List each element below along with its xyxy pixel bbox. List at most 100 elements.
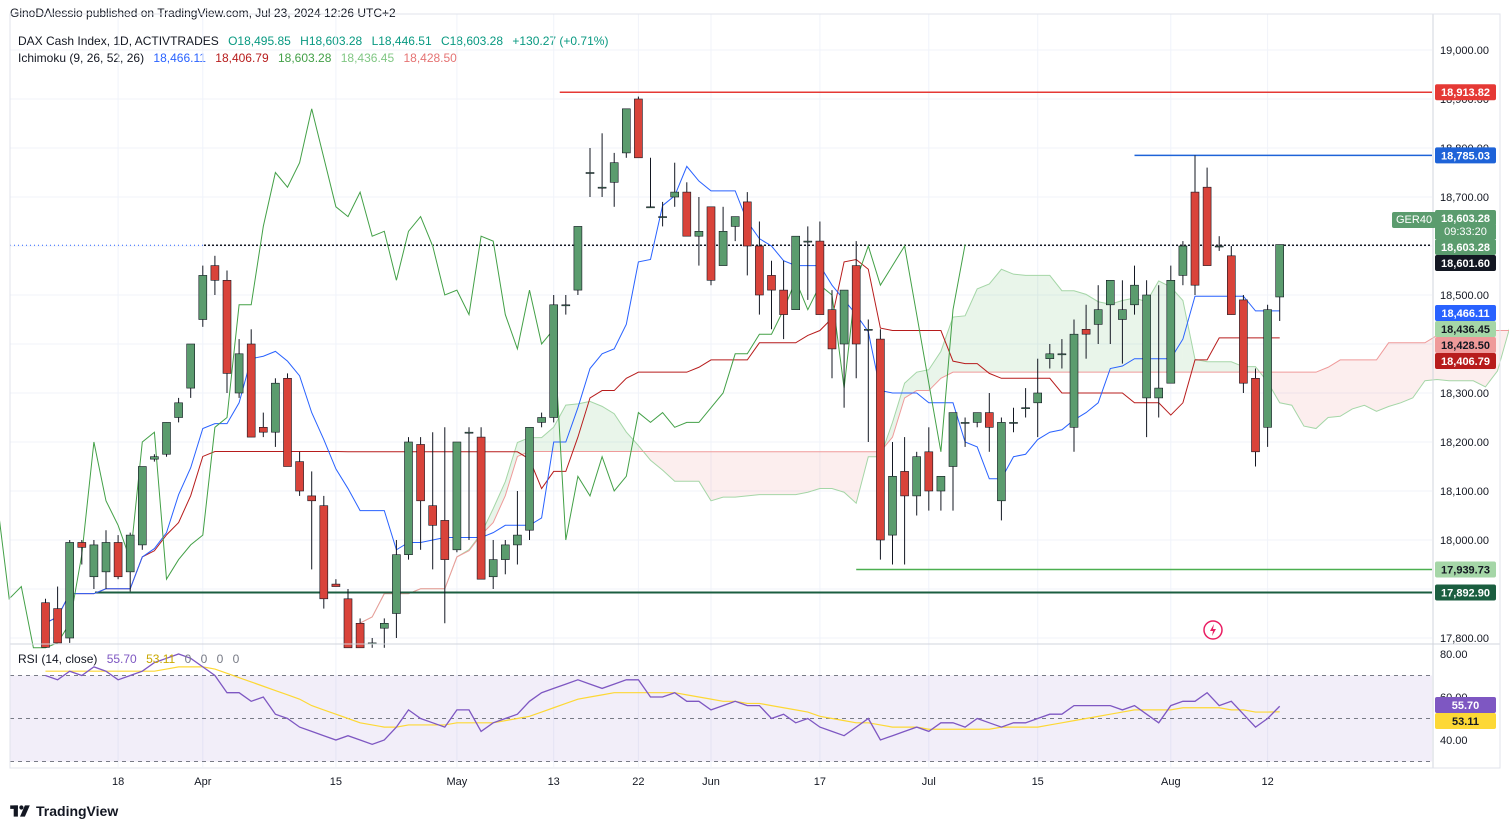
- candle: [125, 532, 135, 592]
- candle-body: [295, 461, 304, 492]
- candle-body: [186, 343, 195, 389]
- candle: [1118, 280, 1127, 364]
- candle: [343, 589, 353, 649]
- candle-body: [779, 289, 788, 315]
- candle-body: [755, 245, 764, 296]
- candle-body: [343, 598, 353, 649]
- candle-body: [1130, 284, 1139, 306]
- candle-body: [815, 240, 825, 315]
- candle: [755, 221, 764, 315]
- rsi-ma-value: 53.11: [146, 652, 176, 666]
- cloud-segment: [1279, 372, 1292, 406]
- candle-body: [888, 475, 897, 536]
- y-tick-label: 18,000.00: [1440, 535, 1489, 547]
- cloud-segment: [1352, 359, 1365, 409]
- candle-body: [525, 426, 534, 531]
- candle-body: [258, 426, 268, 433]
- candle: [138, 466, 147, 550]
- candle: [549, 295, 559, 423]
- rsi-line: [45, 653, 1281, 745]
- candle-body: [440, 520, 450, 560]
- rsi-extra-1: 0: [200, 652, 208, 666]
- tradingview-logo[interactable]: TradingView: [10, 803, 118, 819]
- candle-body: [1093, 309, 1103, 325]
- cloud-segment: [1303, 372, 1316, 429]
- candle: [392, 540, 401, 638]
- candle: [198, 265, 208, 327]
- candle-body: [839, 289, 849, 345]
- candle-body: [634, 98, 643, 159]
- cloud-segment: [1001, 269, 1014, 373]
- candle: [77, 540, 87, 565]
- cloud-segment: [662, 451, 675, 482]
- candle: [960, 417, 970, 447]
- level-label-support-strong-bg: [1435, 584, 1496, 601]
- level-label-support-text: 17,939.73: [1441, 565, 1490, 577]
- y-tick-label: 18,200.00: [1440, 437, 1489, 449]
- cloud-segment: [916, 369, 929, 391]
- candle: [319, 495, 329, 609]
- cloud-segment: [1219, 361, 1232, 373]
- candle-body: [1142, 294, 1151, 399]
- candle: [65, 540, 74, 643]
- candle: [416, 437, 425, 550]
- cloud-segment: [577, 401, 590, 452]
- candle: [936, 475, 946, 511]
- candle-body: [392, 554, 401, 614]
- ichimoku-span-b-value: 18,428.50: [403, 51, 457, 65]
- cloud-segment: [686, 451, 699, 482]
- countdown-text: 09:33:20: [1444, 226, 1487, 238]
- candle-body: [924, 451, 934, 492]
- candle-body: [621, 108, 631, 154]
- candle-body: [416, 444, 425, 502]
- cloud-segment: [1207, 361, 1220, 373]
- candle-body: [827, 309, 837, 350]
- candle: [53, 586, 62, 644]
- cloud-segment: [1195, 359, 1208, 373]
- candle-body: [101, 542, 111, 573]
- cloud-segment: [1328, 359, 1341, 418]
- last-price-label-text: 18,603.28: [1441, 213, 1490, 225]
- candle-body: [561, 304, 571, 307]
- chart-frame: [9, 13, 1501, 769]
- candle: [561, 295, 571, 315]
- candle: [464, 427, 474, 540]
- candle-body: [464, 431, 474, 434]
- candle: [186, 343, 195, 398]
- candle-body: [585, 172, 595, 174]
- candle: [912, 451, 922, 516]
- candle-body: [1214, 245, 1224, 248]
- candle-body: [1045, 353, 1055, 359]
- candle: [900, 437, 909, 565]
- candle: [1021, 388, 1030, 418]
- x-axis-labels: 18 Apr 15 May 13 22 Jun 17 Jul 15 Aug 12: [112, 776, 1274, 788]
- candle: [1142, 280, 1151, 438]
- ichimoku-span-a-value: 18,436.45: [340, 51, 395, 65]
- candle-body: [960, 422, 970, 424]
- cloud-segment: [807, 451, 820, 493]
- candle-body: [1275, 244, 1284, 298]
- legend-high: H18,603.28: [300, 34, 363, 48]
- rsi-tick-label: 40.00: [1440, 735, 1468, 747]
- candle: [997, 417, 1006, 521]
- candle-body: [1202, 186, 1212, 266]
- lightning-icon: [1210, 624, 1216, 636]
- cloud-segment: [505, 442, 518, 496]
- cloud-segment: [1364, 359, 1377, 412]
- cloud-segment: [819, 451, 832, 489]
- candle-body: [150, 456, 159, 460]
- candle-body: [1263, 309, 1272, 428]
- candle-body: [1081, 328, 1091, 335]
- tenkan-line: [45, 165, 1280, 624]
- candle-body: [355, 622, 365, 649]
- candle-body: [1190, 191, 1200, 286]
- candle-body: [125, 534, 135, 573]
- candle: [222, 270, 232, 393]
- cloud-segment: [953, 315, 966, 373]
- span-a-price-label: 18,436.45: [1435, 321, 1496, 337]
- candle: [428, 432, 438, 570]
- cloud-segment: [1376, 342, 1389, 412]
- x-tick-label: 15: [1032, 776, 1044, 788]
- tenkan-price-label-bg: [1435, 305, 1496, 321]
